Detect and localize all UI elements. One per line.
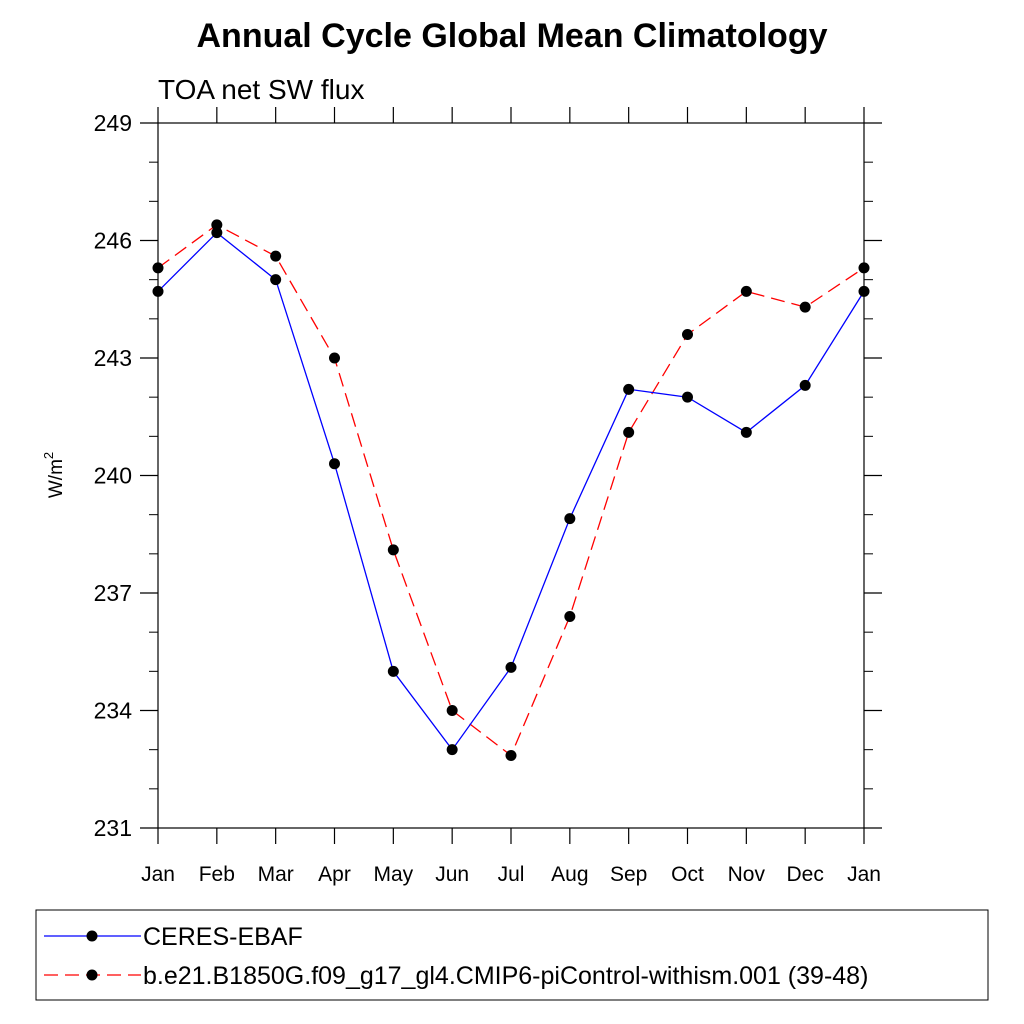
series-1-point xyxy=(505,661,517,673)
series-2-point xyxy=(387,544,399,556)
series-1-point xyxy=(270,274,282,286)
series-2-point xyxy=(446,705,458,716)
y-tick-label: 234 xyxy=(94,698,133,724)
legend-label-2: b.e21.B1850G.f09_g17_gl4.CMIP6-piControl… xyxy=(143,962,868,990)
legend-box xyxy=(35,909,989,1001)
y-tick-label: 231 xyxy=(94,815,132,841)
x-tick-label: Nov xyxy=(728,863,766,886)
series-1-point xyxy=(152,285,164,297)
series-1-point xyxy=(682,391,693,403)
series-2-point xyxy=(682,329,693,340)
y-axis-label-unit: W/m xyxy=(46,459,67,498)
chart-title: Annual Cycle Global Mean Climatology xyxy=(197,17,828,55)
series-1-point xyxy=(799,379,811,391)
x-tick-label: May xyxy=(373,863,413,886)
x-tick-label: Dec xyxy=(786,863,823,886)
series-1-point xyxy=(387,665,399,677)
series-2-point xyxy=(329,352,340,364)
x-tick-label: Jan xyxy=(847,863,881,886)
series-1-point xyxy=(446,744,458,756)
y-axis-label-exponent: 2 xyxy=(41,452,56,459)
plot-frame xyxy=(157,122,865,829)
x-tick-label: Jan xyxy=(141,863,175,886)
legend-label-1: CERES-EBAF xyxy=(143,923,303,951)
series-2-point xyxy=(211,219,223,231)
x-tick-label: Feb xyxy=(199,863,235,886)
series-1-point xyxy=(329,458,340,470)
y-axis-label: W/m2 xyxy=(41,452,67,498)
series-2-point xyxy=(740,285,752,297)
series-2-point xyxy=(564,611,576,622)
series-1-point xyxy=(211,227,223,239)
x-tick-label: Oct xyxy=(671,863,704,886)
series-line-2 xyxy=(157,224,865,757)
y-tick-label: 243 xyxy=(94,345,132,371)
series-2-point xyxy=(270,250,282,262)
x-tick-label: Jun xyxy=(435,863,469,886)
series-1-point xyxy=(740,426,752,438)
series-2-point xyxy=(505,750,517,762)
series-layer xyxy=(152,219,870,762)
legend-marker-1 xyxy=(86,930,98,942)
x-tick-label: Apr xyxy=(318,863,351,886)
series-1-point xyxy=(564,513,576,525)
series-1-point xyxy=(858,285,870,297)
series-2-point xyxy=(799,301,811,313)
legend-marker-2 xyxy=(86,969,98,981)
y-tick-label: 240 xyxy=(94,463,132,489)
y-tick-label: 246 xyxy=(94,228,132,254)
legend: CERES-EBAF b.e21.B1850G.f09_g17_gl4.CMIP6… xyxy=(35,909,989,1001)
y-tick-label: 237 xyxy=(94,580,132,606)
plot-axes: 231 234 237 240 243 246 249 Jan Feb Mar Apr May Jun J… xyxy=(94,107,882,886)
x-tick-label: Sep xyxy=(610,863,647,886)
series-1-point xyxy=(623,383,635,395)
x-tick-label: Aug xyxy=(551,863,588,886)
series-2-point xyxy=(152,262,164,274)
svg-text:W/m2: W/m2 xyxy=(41,452,67,498)
series-2-point xyxy=(623,426,635,438)
series-2-point xyxy=(858,262,870,274)
y-tick-label: 249 xyxy=(94,110,132,136)
x-tick-label: Jul xyxy=(498,863,525,886)
chart-subtitle: TOA net SW flux xyxy=(158,74,364,105)
x-tick-label: Mar xyxy=(258,863,294,886)
